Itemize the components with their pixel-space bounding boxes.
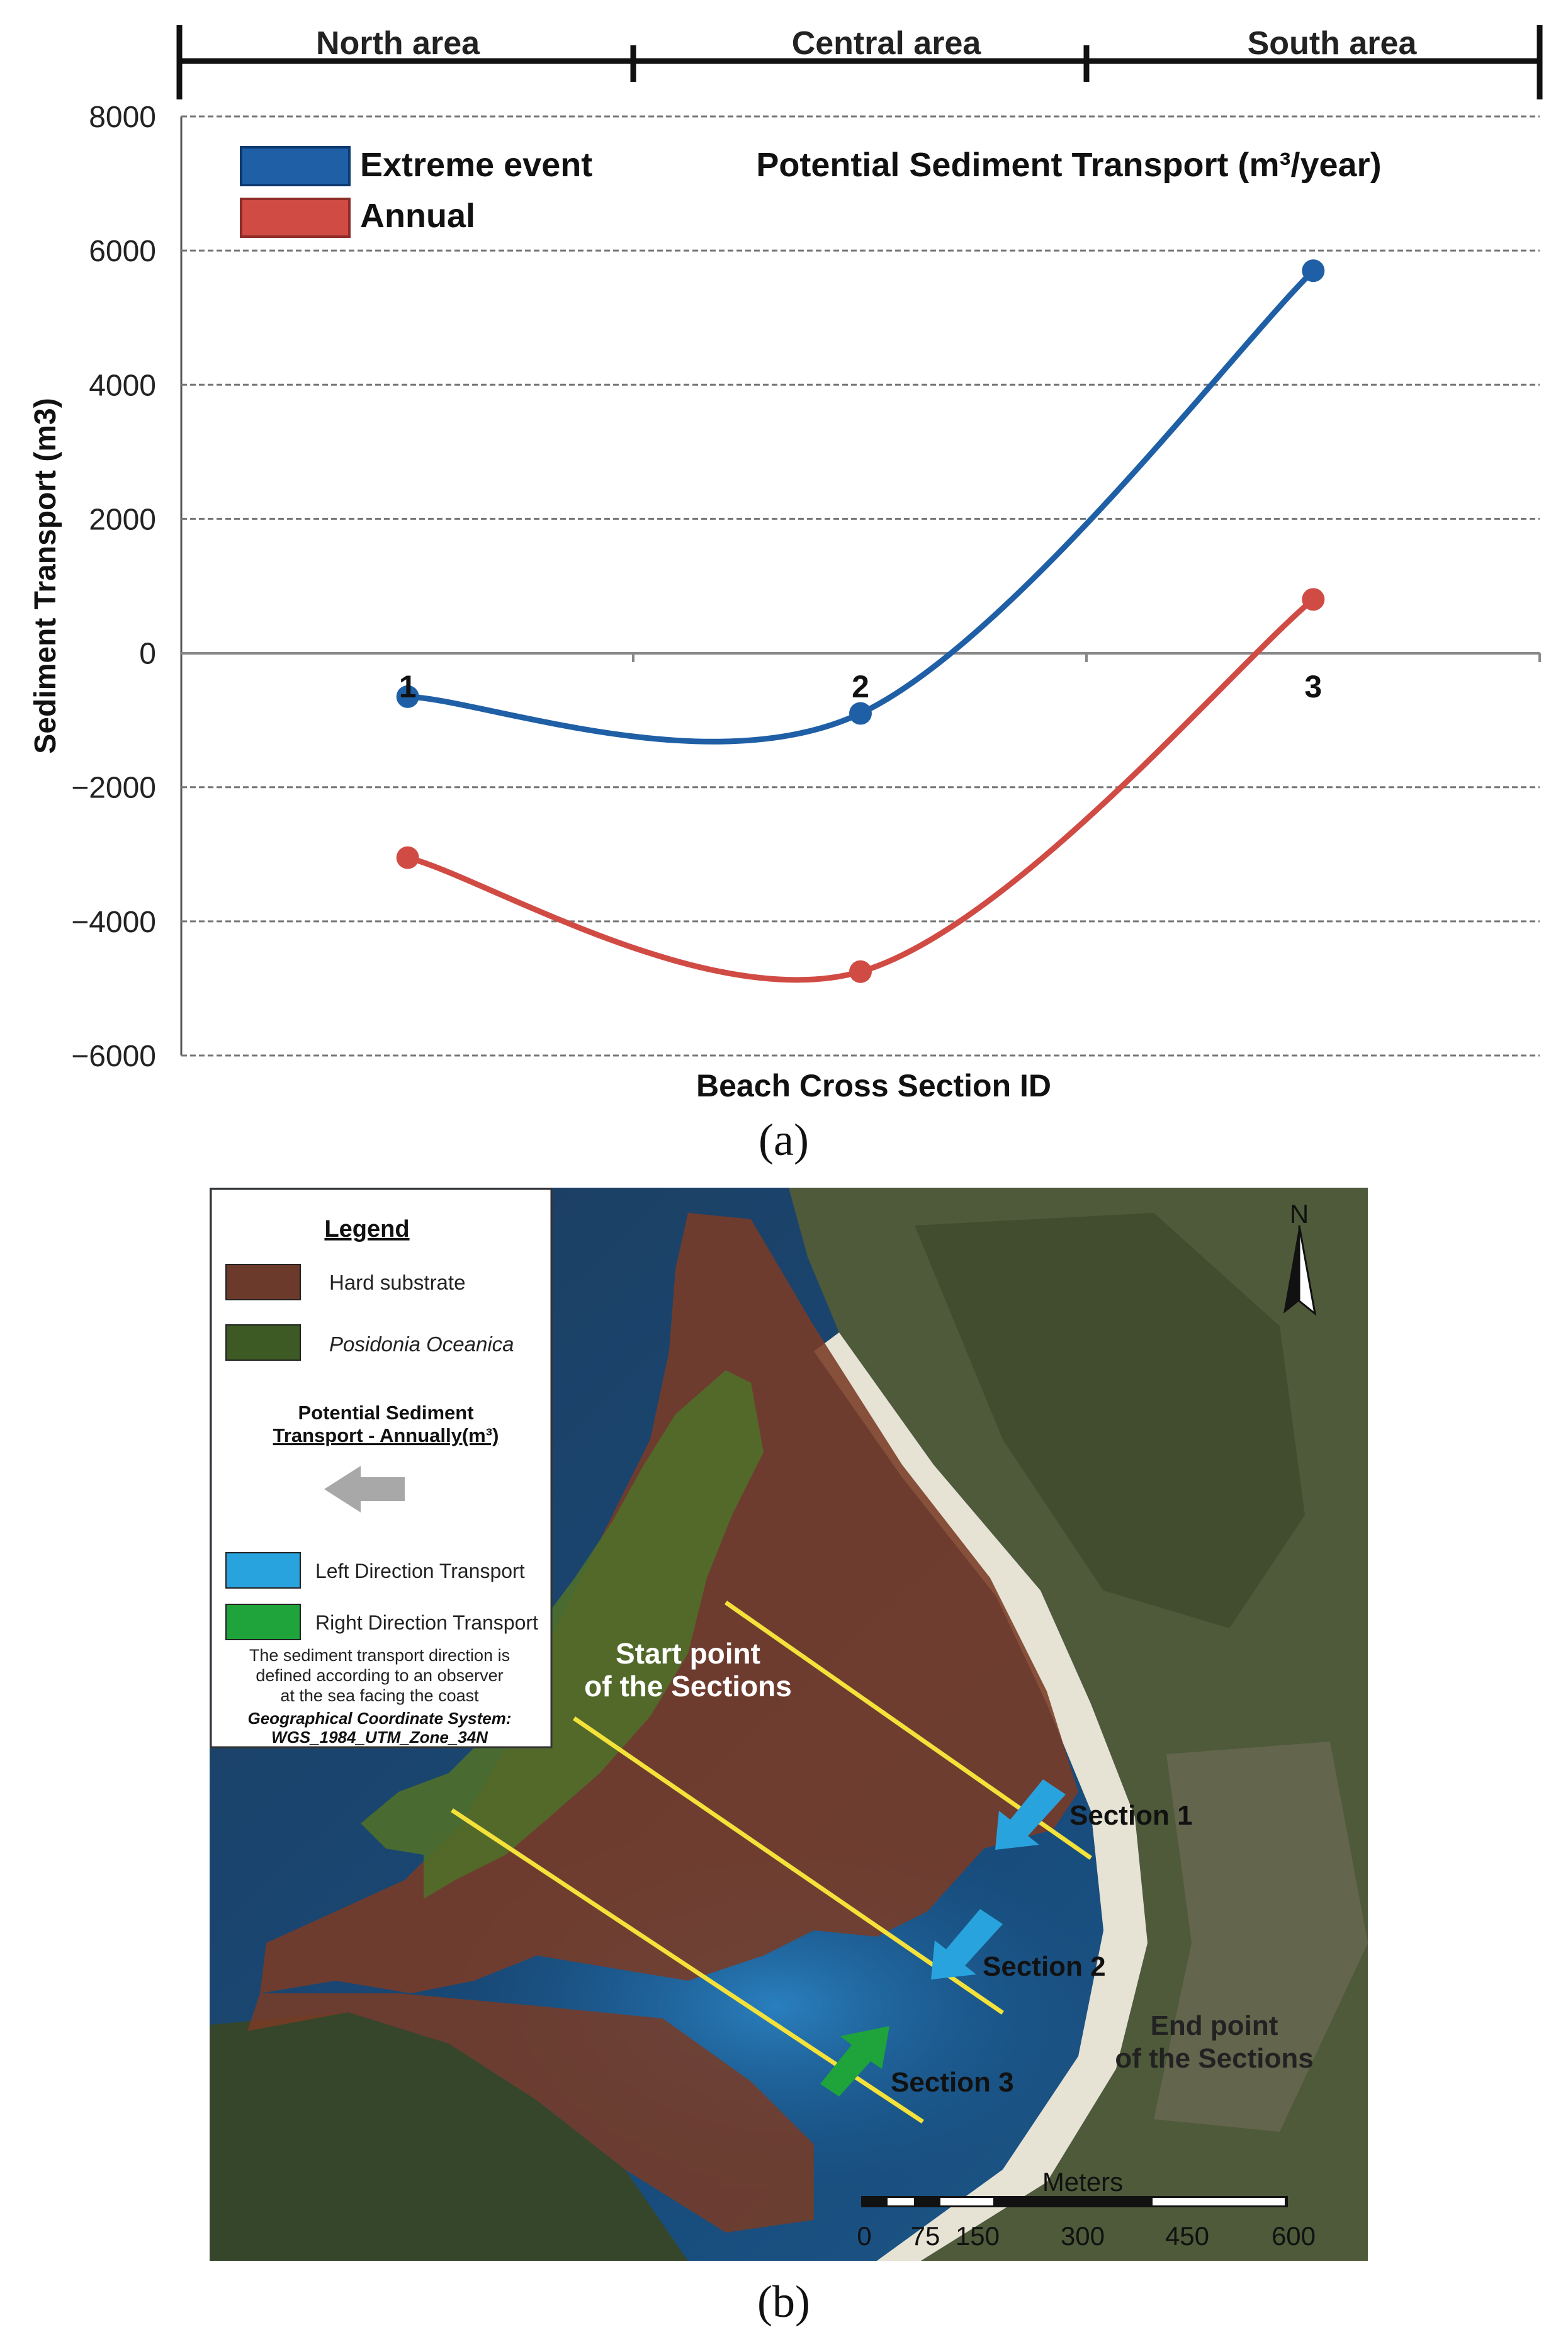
legend-pst-title-2: Transport - Annually(m³) [273, 1424, 499, 1446]
legend-note-3: at the sea facing the coast [280, 1686, 479, 1705]
section-3-right-arrow [820, 2026, 889, 2097]
y-tick-labels: 8000 6000 4000 2000 0 −2000 −4000 −6000 [71, 101, 156, 1073]
data-point [1302, 588, 1325, 611]
y-tick-label: −6000 [71, 1040, 156, 1073]
scale-bar: Meters 0 75 150 300 450 600 [857, 2167, 1316, 2251]
map-legend-title: Legend [324, 1216, 409, 1242]
legend-gray-arrow-icon [324, 1466, 405, 1512]
section-2-line [573, 1716, 1004, 2015]
start-point-label-2: of the Sections [584, 1670, 792, 1703]
y-tick-label: −2000 [71, 772, 156, 805]
legend-swatch-hard-substrate [225, 1264, 301, 1300]
caption-a: (a) [721, 1114, 847, 1166]
data-point [849, 702, 872, 725]
legend-gcs-1: Geographical Coordinate System: [248, 1709, 512, 1728]
scale-seg-1 [888, 2198, 914, 2205]
scale-tick-0: 0 [857, 2221, 871, 2251]
x-category-labels: 1 2 3 [399, 669, 1322, 704]
legend-swatch-annual [240, 198, 351, 238]
land-southwest [210, 2012, 688, 2261]
data-point [396, 846, 419, 869]
series-lines [396, 259, 1325, 983]
area-bar: North area Central area South area [176, 25, 1543, 99]
legend-right-transport: Right Direction Transport [315, 1611, 538, 1634]
y-tick-label: 6000 [89, 235, 156, 268]
legend-note-1: The sediment transport direction is [249, 1646, 510, 1665]
area-label-south: South area [1248, 25, 1418, 62]
area-label-north: North area [316, 25, 480, 62]
north-arrow-icon: N [1283, 1199, 1317, 1316]
legend-label-extreme: Extreme event [360, 146, 592, 184]
x-category-label: 3 [1304, 669, 1322, 704]
legend-left-transport: Left Direction Transport [315, 1560, 525, 1582]
chart-title: Potential Sediment Transport (m³/year) [756, 146, 1381, 184]
legend-gcs-2: WGS_1984_UTM_Zone_34N [271, 1728, 488, 1747]
y-tick-label: 8000 [89, 101, 156, 134]
scale-tick-150: 150 [956, 2221, 1000, 2251]
legend-hard-substrate: Hard substrate [329, 1271, 465, 1294]
x-axis-label: Beach Cross Section ID [696, 1068, 1051, 1103]
legend-swatch-left [225, 1552, 301, 1589]
hard-substrate-south [247, 1993, 814, 2232]
caption-b: (b) [721, 2276, 847, 2328]
data-point [396, 685, 419, 708]
legend-swatch-extreme [240, 146, 351, 186]
section-2-left-arrow [931, 1909, 1003, 1979]
land-texture-1 [915, 1213, 1305, 1628]
plot-area: 8000 6000 4000 2000 0 −2000 −4000 −6000 1 2 3 [71, 101, 1541, 1073]
data-point [1302, 259, 1325, 283]
y-tick-label: 2000 [89, 503, 156, 536]
legend-swatch-posidonia [225, 1324, 301, 1361]
x-category-label: 1 [399, 669, 417, 704]
y-tick-label: −4000 [71, 906, 156, 939]
sediment-transport-chart: North area Central area South area 8000 6… [29, 25, 1543, 1103]
y-axis-label: Sediment Transport (m3) [29, 398, 62, 753]
grid-lines [181, 115, 1540, 1057]
y-tick-label: 4000 [89, 369, 156, 402]
scale-seg-2 [940, 2198, 993, 2205]
area-label-central: Central area [792, 25, 982, 62]
y-tick-label: 0 [139, 638, 156, 671]
posidonia-area [361, 1370, 764, 1899]
scale-tick-300: 300 [1061, 2221, 1105, 2251]
legend-note-2: defined according to an observer [256, 1666, 503, 1685]
scale-unit-label: Meters [1042, 2167, 1123, 2197]
legend-swatch-right [225, 1604, 301, 1640]
end-point-label-2: of the Sections [1115, 2043, 1313, 2074]
x-category-label: 2 [852, 669, 869, 704]
end-point-label-1: End point [1151, 2010, 1278, 2041]
north-label: N [1290, 1199, 1309, 1229]
section-1-left-arrow [995, 1779, 1066, 1850]
legend-label-annual: Annual [360, 197, 475, 235]
section-2-label: Section 2 [983, 1951, 1106, 1982]
legend-posidonia: Posidonia Oceanica [329, 1332, 514, 1356]
chart-legend: Extreme event Annual [240, 146, 592, 238]
land-texture-2 [1154, 1742, 1368, 2132]
section-3-label: Section 3 [891, 2067, 1014, 2098]
scale-tick-600: 600 [1272, 2221, 1316, 2251]
beach-map: Start point of the Sections Section 1 Se… [210, 1188, 1368, 2261]
scale-seg-3 [1153, 2198, 1285, 2205]
scale-tick-75: 75 [911, 2221, 940, 2251]
map-legend: Legend Hard substrate Posidonia Oceanica… [210, 1188, 553, 1748]
start-point-label-1: Start point [616, 1637, 760, 1670]
series-line-annual [407, 597, 1316, 983]
legend-pst-title-1: Potential Sediment [298, 1402, 473, 1424]
caption-b-text: (b) [757, 2277, 810, 2327]
data-point [849, 960, 872, 983]
scale-tick-450: 450 [1165, 2221, 1209, 2251]
series-line-extreme-event [407, 268, 1316, 745]
section-1-label: Section 1 [1069, 1800, 1193, 1831]
caption-a-text: (a) [759, 1115, 809, 1165]
